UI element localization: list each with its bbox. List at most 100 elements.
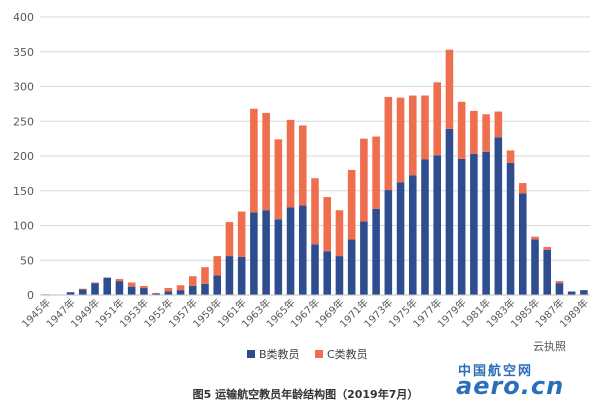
bar-segment — [274, 219, 283, 295]
bar-segment — [311, 178, 319, 245]
bar-segment — [543, 249, 552, 295]
bar-segment — [347, 169, 356, 240]
bar-segment — [298, 205, 307, 295]
bar-segment — [225, 256, 234, 295]
bar-segment — [347, 239, 356, 295]
bar-segment — [176, 285, 185, 291]
bars — [42, 49, 588, 295]
bar-segment — [127, 282, 136, 287]
bar-segment — [482, 151, 490, 295]
legend-label: B类教员 — [259, 347, 300, 361]
bar-segment — [482, 114, 490, 152]
bar-segment — [372, 136, 380, 209]
bar-segment — [262, 112, 270, 211]
bar-segment — [213, 256, 222, 276]
bar-segment — [237, 211, 246, 257]
bar-segment — [237, 256, 246, 295]
y-tick-label: 0 — [27, 289, 34, 302]
bar-segment — [225, 222, 234, 257]
bar-segment — [494, 137, 503, 295]
bar-segment — [188, 276, 197, 286]
bar-segment — [518, 183, 527, 194]
bar-segment — [78, 289, 87, 295]
bar-segment — [201, 267, 209, 284]
legend-label: C类教员 — [327, 347, 368, 361]
y-tick-label: 50 — [20, 254, 34, 267]
bar-segment — [201, 283, 209, 295]
y-tick-label: 200 — [13, 150, 34, 163]
y-tick-label: 300 — [13, 81, 34, 94]
bar-segment — [457, 158, 466, 295]
bar-segment — [518, 193, 527, 295]
bar-segment — [506, 162, 515, 295]
bar-segment — [384, 96, 393, 191]
bar-segment — [152, 292, 160, 294]
bar-segment — [311, 244, 319, 295]
bar-segment — [445, 49, 454, 129]
bar-segment — [91, 282, 99, 284]
bar-segment — [384, 190, 393, 295]
bar-segment — [470, 110, 478, 154]
bar-segment — [323, 197, 332, 252]
bar-segment — [274, 139, 283, 220]
bar-segment — [531, 239, 539, 295]
bar-segment — [396, 97, 405, 183]
bar-segment — [164, 291, 173, 295]
bar-segment — [494, 111, 503, 138]
y-tick-label: 250 — [13, 115, 34, 128]
bar-segment — [213, 275, 222, 295]
bar-segment — [127, 286, 136, 295]
bar-segment — [531, 236, 539, 240]
grid-lines — [40, 16, 590, 296]
bar-segment — [140, 288, 148, 295]
bar-segment — [372, 208, 380, 295]
bar-segment — [115, 279, 124, 282]
bar-segment — [115, 281, 124, 295]
bar-segment — [335, 256, 344, 295]
bar-segment — [567, 291, 576, 295]
bar-segment — [360, 138, 368, 222]
bar-segment — [164, 288, 173, 292]
y-tick-label: 150 — [13, 185, 34, 198]
bar-segment — [408, 95, 417, 176]
bar-segment — [506, 150, 515, 163]
y-tick-label: 100 — [13, 220, 34, 233]
bar-segment — [66, 292, 75, 295]
y-tick-label: 400 — [13, 11, 34, 24]
figure-caption: 图5 运输航空教员年龄结构图（2019年7月） — [192, 388, 419, 401]
bar-segment — [335, 210, 344, 257]
bar-segment — [396, 182, 405, 295]
bar-segment — [555, 281, 564, 284]
bar-segment — [470, 153, 478, 295]
bar-segment — [250, 212, 258, 295]
bar-segment — [78, 288, 87, 290]
bar-segment — [555, 283, 564, 295]
bar-segment — [421, 95, 429, 160]
y-tick-label: 350 — [13, 46, 34, 59]
bar-segment — [188, 285, 197, 295]
watermark-site-en: aero.cn — [456, 372, 565, 400]
bar-segment — [250, 108, 258, 213]
bar-segment — [140, 285, 148, 289]
watermark-site-cn: 中国航空网 — [458, 364, 534, 379]
bar-segment — [421, 159, 429, 295]
watermark-badge: 云执照 — [533, 340, 566, 353]
bar-segment — [323, 251, 332, 295]
legend: B类教员 C类教员 — [247, 347, 368, 361]
bar-segment — [286, 119, 295, 208]
bar-segment — [360, 221, 368, 295]
legend-swatch — [247, 350, 255, 358]
bar-segment — [445, 128, 454, 295]
bar-segment — [152, 293, 160, 295]
bar-segment — [433, 82, 442, 156]
bar-segment — [543, 247, 552, 250]
bar-segment — [103, 277, 112, 295]
bar-segment — [176, 290, 185, 295]
bar-segment — [433, 155, 442, 295]
bar-segment — [286, 207, 295, 295]
y-axis: 0 50 100 150 200 250 300 350 400 — [13, 11, 34, 302]
bar-segment — [298, 125, 307, 206]
bar-segment — [580, 290, 588, 295]
